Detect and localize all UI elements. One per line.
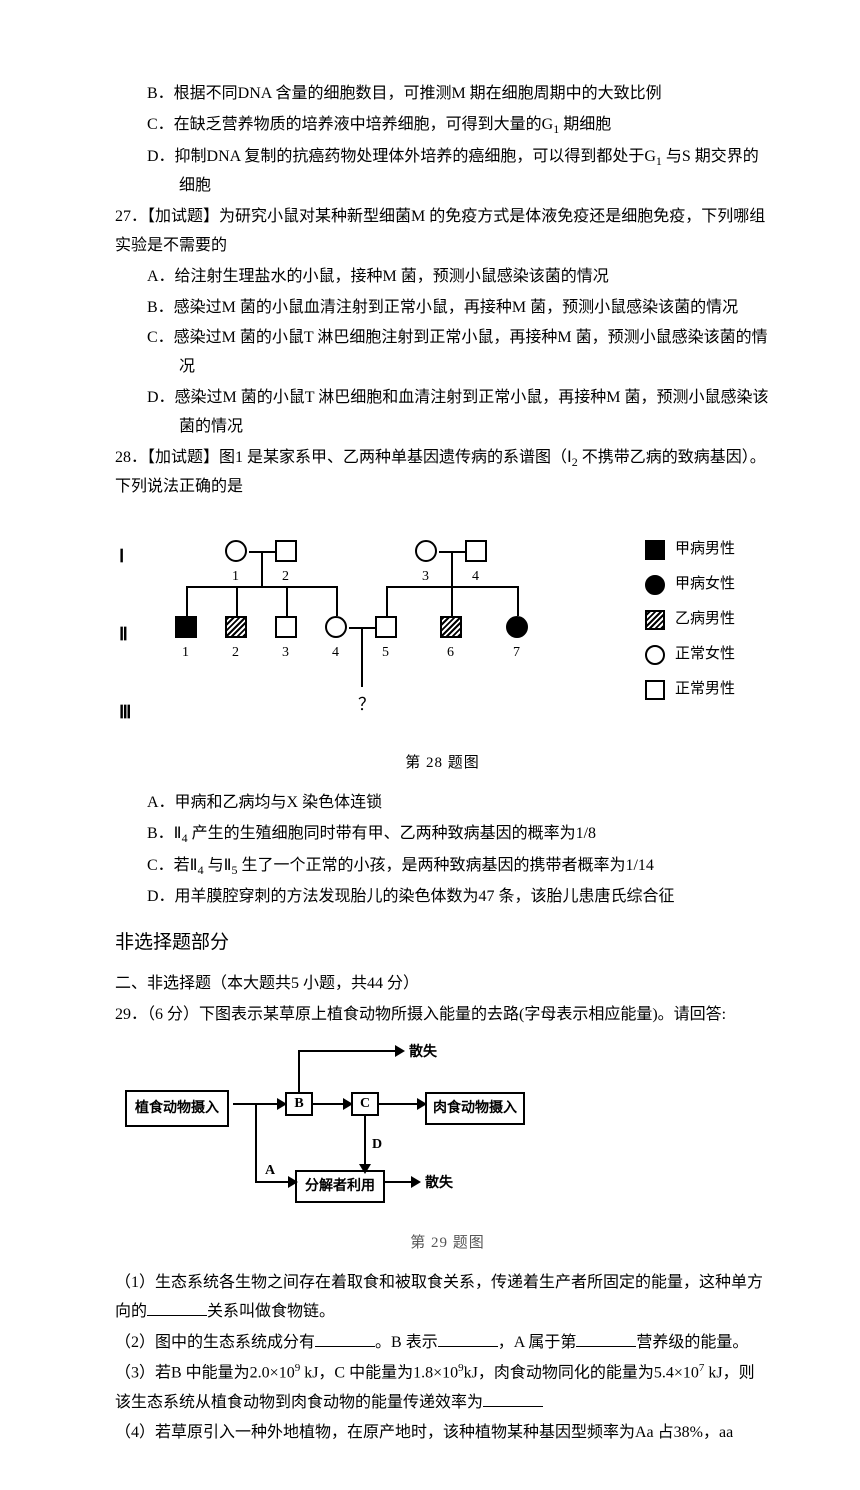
q29-energy-diagram: 植食动物摄入 B C 肉食动物摄入 分解者利用 散失 D A 散失	[125, 1042, 770, 1257]
q29-sub3: （3）若B 中能量为2.0×109 kJ，C 中能量为1.8×109kJ，肉食动…	[115, 1359, 770, 1417]
section-2-title: 非选择题部分	[115, 926, 770, 960]
q27-opt-a: A．给注射生理盐水的小鼠，接种M 菌，预测小鼠感染该菌的情况	[115, 263, 770, 292]
q27-stem: 27．【加试题】为研究小鼠对某种新型细菌M 的免疫方式是体液免疫还是细胞免疫，下…	[115, 203, 770, 261]
q27-opt-b: B．感染过M 菌的小鼠血清注射到正常小鼠，再接种M 菌，预测小鼠感染该菌的情况	[115, 294, 770, 323]
q28-opt-d: D．用羊膜腔穿刺的方法发现胎儿的染色体数为47 条，该胎儿患唐氏综合征	[115, 883, 770, 912]
q26-opt-b: B．根据不同DNA 含量的细胞数目，可推测M 期在细胞周期中的大致比例	[115, 80, 770, 109]
q28-fig-caption: 第 28 题图	[115, 750, 770, 777]
q26-opt-d: D．抑制DNA 复制的抗癌药物处理体外培养的癌细胞，可以得到都处于G1 与S 期…	[147, 143, 770, 202]
q28-opt-b: B．Ⅱ4 产生的生殖细胞同时带有甲、乙两种致病基因的概率为1/8	[115, 820, 770, 850]
q29-stem: 29．（6 分）下图表示某草原上植食动物所摄入能量的去路(字母表示相应能量)。请…	[115, 1001, 770, 1030]
q28-pedigree-chart: Ⅰ Ⅱ Ⅲ 1 2 3 4 1 2 3 4 5	[115, 514, 770, 777]
q26-opt-c: C．在缺乏营养物质的培养液中培养细胞，可得到大量的G1 期细胞	[115, 111, 770, 141]
gen-2-label: Ⅱ	[119, 618, 128, 650]
q27-opt-d: D．感染过M 菌的小鼠T 淋巴细胞和血清注射到正常小鼠，再接种M 菌，预测小鼠感…	[147, 384, 770, 442]
q28-opt-a: A．甲病和乙病均与X 染色体连锁	[115, 789, 770, 818]
q29-sub2: （2）图中的生态系统成分有。B 表示，A 属于第营养级的能量。	[115, 1329, 770, 1358]
q28-opt-c: C．若Ⅱ4 与Ⅱ5 生了一个正常的小孩，是两种致病基因的携带者概率为1/14	[115, 852, 770, 882]
q27-opt-c: C．感染过M 菌的小鼠T 淋巴细胞注射到正常小鼠，再接种M 菌，预测小鼠感染该菌…	[147, 324, 770, 382]
q29-sub4: （4）若草原引入一种外地植物，在原产地时，该种植物某种基因型频率为Aa 占38%…	[115, 1419, 770, 1448]
gen-3-label: Ⅲ	[119, 696, 131, 728]
q28-stem: 28．【加试题】图1 是某家系甲、乙两种单基因遗传病的系谱图（Ⅰ2 不携带乙病的…	[115, 444, 770, 503]
section-2-instructions: 二、非选择题（本大题共5 小题，共44 分）	[115, 970, 770, 999]
pedigree-legend: 甲病男性 甲病女性 乙病男性 正常女性 正常男性	[645, 536, 735, 711]
q29-fig-caption: 第 29 题图	[125, 1230, 770, 1257]
gen-1-label: Ⅰ	[119, 540, 124, 572]
q29-sub1: （1）生态系统各生物之间存在着取食和被取食关系，传递着生产者所固定的能量，这种单…	[115, 1269, 770, 1327]
